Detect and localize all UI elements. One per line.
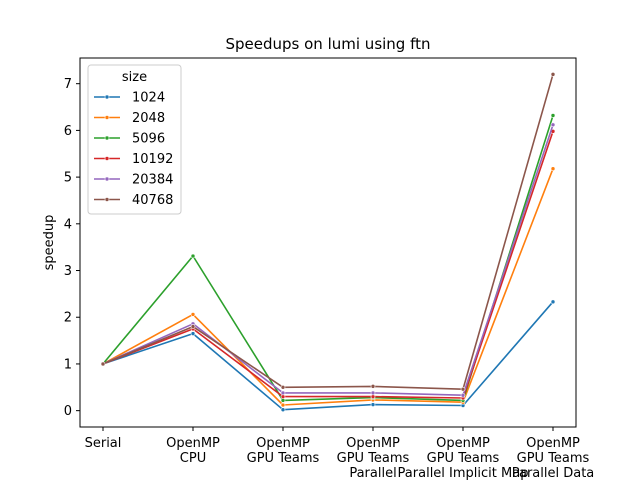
x-tick-label: OpenMP bbox=[436, 436, 490, 451]
data-point bbox=[280, 398, 286, 403]
x-tick-label: GPU Teams bbox=[337, 451, 410, 466]
x-tick-label: OpenMP bbox=[346, 436, 400, 451]
x-tick-label: Serial bbox=[85, 436, 122, 451]
x-tick-label: CPU bbox=[180, 451, 206, 466]
legend-title: size bbox=[122, 70, 147, 85]
data-point bbox=[190, 312, 196, 317]
y-tick-label: 0 bbox=[64, 404, 72, 419]
series-lines bbox=[100, 72, 556, 413]
legend-item-2048: 2048 bbox=[94, 111, 165, 126]
legend-swatch-marker bbox=[104, 156, 110, 161]
series-20384 bbox=[100, 122, 556, 398]
legend-swatch-marker bbox=[104, 94, 110, 100]
legend-swatch-marker bbox=[104, 197, 110, 202]
legend-label: 5096 bbox=[132, 132, 165, 147]
data-point bbox=[460, 392, 466, 398]
data-point bbox=[190, 324, 196, 329]
legend-label: 20384 bbox=[132, 173, 173, 188]
x-tick-label: GPU Teams bbox=[517, 451, 590, 466]
legend-item-1024: 1024 bbox=[94, 91, 165, 106]
data-point bbox=[280, 394, 286, 399]
data-point bbox=[280, 390, 286, 396]
x-tick-label: Parallel Implicit Map bbox=[398, 466, 529, 480]
y-tick-label: 6 bbox=[64, 124, 72, 139]
legend-label: 10192 bbox=[132, 152, 173, 167]
series-line bbox=[102, 301, 554, 411]
data-point bbox=[280, 402, 286, 408]
legend-item-20384: 20384 bbox=[94, 173, 173, 188]
legend-item-5096: 5096 bbox=[94, 132, 165, 147]
data-point bbox=[550, 72, 556, 77]
data-point bbox=[190, 331, 196, 336]
x-tick-label: GPU Teams bbox=[247, 451, 320, 466]
y-tick-label: 2 bbox=[64, 311, 72, 326]
y-tick-label: 1 bbox=[64, 357, 72, 372]
data-point bbox=[550, 299, 556, 305]
y-tick-label: 3 bbox=[64, 264, 72, 279]
y-axis-label: speedup bbox=[42, 215, 57, 271]
chart-title: Speedups on lumi using ftn bbox=[226, 35, 431, 53]
data-point bbox=[280, 407, 286, 413]
x-tick-label: Parallel Data bbox=[512, 466, 595, 480]
series-1024 bbox=[100, 299, 556, 413]
plot-frame bbox=[79, 57, 577, 428]
legend-label: 40768 bbox=[132, 193, 173, 208]
data-point bbox=[370, 384, 376, 389]
series-line bbox=[102, 124, 554, 397]
data-point bbox=[550, 122, 556, 128]
x-tick-label: OpenMP bbox=[526, 436, 580, 451]
x-tick-label: OpenMP bbox=[166, 436, 220, 451]
x-tick-label: OpenMP bbox=[256, 436, 310, 451]
data-point bbox=[370, 390, 376, 396]
data-point bbox=[370, 402, 376, 407]
y-tick-label: 7 bbox=[64, 77, 72, 92]
data-point bbox=[280, 384, 286, 390]
legend-label: 2048 bbox=[132, 111, 165, 126]
data-point bbox=[370, 394, 376, 399]
series-line bbox=[102, 74, 554, 391]
series-40768 bbox=[100, 72, 556, 392]
legend-label: 1024 bbox=[132, 91, 165, 106]
legend-swatch-marker bbox=[104, 176, 110, 182]
series-line bbox=[102, 131, 554, 399]
y-tick-label: 4 bbox=[64, 217, 72, 232]
legend-box bbox=[87, 64, 182, 215]
series-line bbox=[102, 168, 554, 406]
data-point bbox=[460, 386, 466, 392]
legend: size 1024 2048 5096 10192 20384 40768 bbox=[87, 64, 182, 215]
y-tick-label: 5 bbox=[64, 171, 72, 186]
data-point bbox=[550, 113, 556, 118]
data-point bbox=[550, 166, 556, 171]
legend-swatch-marker bbox=[104, 135, 110, 141]
data-point bbox=[100, 361, 106, 367]
legend-item-10192: 10192 bbox=[94, 152, 173, 167]
legend-item-40768: 40768 bbox=[94, 193, 173, 208]
x-tick-label: Parallel bbox=[349, 466, 396, 480]
legend-swatch-marker bbox=[104, 115, 110, 120]
data-point bbox=[190, 253, 196, 259]
x-tick-label: GPU Teams bbox=[427, 451, 500, 466]
